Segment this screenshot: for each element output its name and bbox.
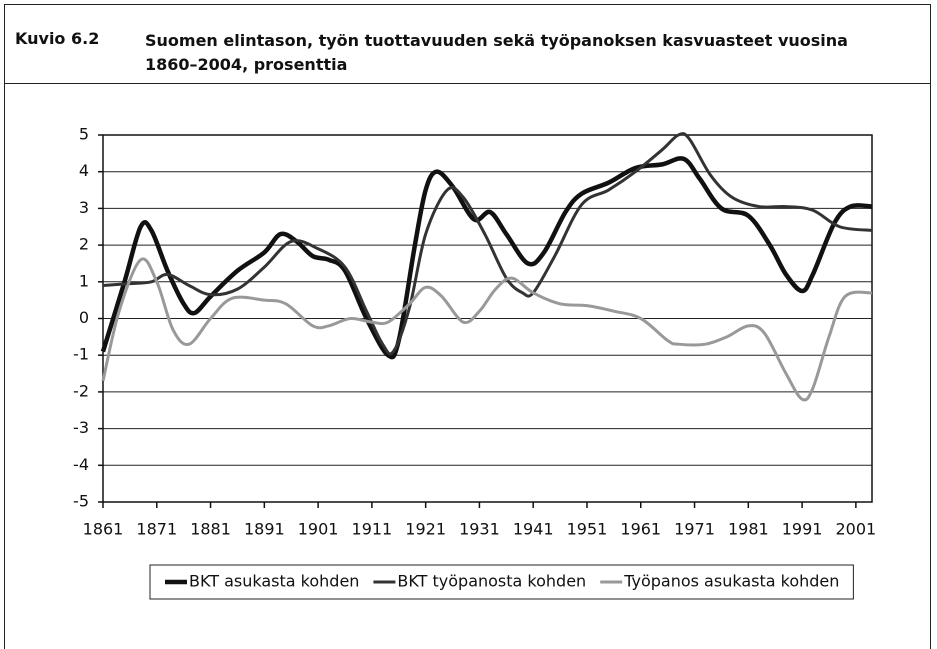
y-tick-label: -1: [73, 345, 89, 364]
x-tick-label: 1961: [620, 520, 661, 539]
x-tick-label: 1901: [298, 520, 339, 539]
x-tick-label: 1921: [405, 520, 446, 539]
y-tick-label: -5: [73, 492, 89, 511]
x-tick-label: 1941: [513, 520, 554, 539]
series-line: [102, 132, 873, 356]
y-tick-label: -3: [73, 418, 89, 437]
x-tick-label: 1871: [136, 520, 177, 539]
x-tick-label: 1951: [567, 520, 608, 539]
y-tick-label: 4: [79, 161, 89, 180]
y-tick-label: 2: [79, 235, 89, 254]
y-tick-label: 3: [79, 198, 89, 217]
chart-title: Suomen elintason, työn tuottavuuden sekä…: [145, 31, 848, 74]
x-tick-label: 2001: [836, 520, 877, 539]
y-tick-label: 0: [79, 308, 89, 327]
x-tick-label: 1971: [674, 520, 715, 539]
x-tick-label: 1981: [728, 520, 769, 539]
legend-label: BKT työpanosta kohden: [397, 572, 586, 591]
legend: BKT asukasta kohden BKT työpanosta kohden…: [149, 564, 854, 600]
x-tick-label: 1991: [782, 520, 823, 539]
legend-label: Työpanos asukasta kohden: [623, 572, 839, 591]
legend-label: BKT asukasta kohden: [189, 572, 359, 591]
y-tick-label: 5: [79, 125, 89, 144]
x-tick-label: 1931: [459, 520, 500, 539]
figure-header: Kuvio 6.2 Suomen elintason, työn tuottav…: [5, 5, 930, 84]
y-tick-label: 1: [79, 271, 89, 290]
x-tick-label: 1861: [83, 520, 124, 539]
figure-label: Kuvio 6.2: [15, 29, 100, 48]
series-line: [101, 257, 873, 402]
x-tick-label: 1881: [190, 520, 231, 539]
x-tick-label: 1911: [352, 520, 393, 539]
x-tick-label: 1891: [244, 520, 285, 539]
plot-frame: [102, 134, 873, 503]
figure-frame: Kuvio 6.2 Suomen elintason, työn tuottav…: [4, 4, 931, 649]
y-tick-label: -2: [73, 381, 89, 400]
y-tick-label: -4: [73, 455, 89, 474]
series-line: [100, 156, 873, 360]
legend-box: [149, 564, 854, 600]
